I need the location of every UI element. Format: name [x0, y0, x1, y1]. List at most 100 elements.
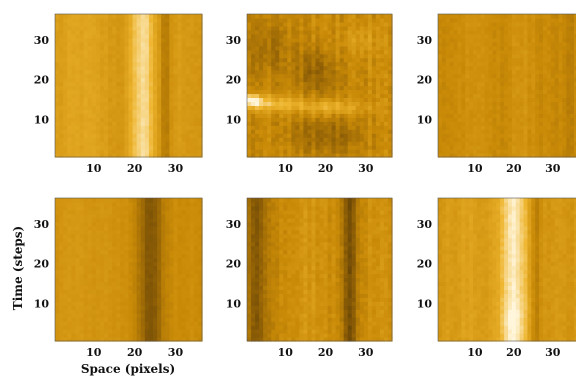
heatmap-cell	[173, 241, 179, 247]
heatmap-cell	[496, 113, 501, 118]
heatmap-cell	[189, 325, 195, 330]
heatmap-cell	[197, 77, 203, 83]
heatmap-cell	[311, 21, 317, 27]
heatmap-cell	[311, 145, 317, 150]
heatmap-cell	[189, 237, 195, 243]
heatmap-cell	[75, 93, 81, 99]
heatmap-cell	[307, 109, 313, 114]
heatmap-cell	[531, 61, 536, 67]
heatmap-cell	[185, 233, 191, 239]
heatmap-cell	[461, 149, 466, 154]
heatmap-cell	[140, 77, 146, 83]
heatmap-cell	[263, 101, 268, 106]
heatmap-cell	[177, 141, 183, 146]
heatmap-cell	[438, 25, 443, 31]
heatmap-cell	[515, 149, 521, 154]
heatmap-cell	[67, 281, 72, 286]
heatmap-cell	[104, 25, 109, 31]
heatmap-cell	[157, 45, 162, 51]
heatmap-cell	[157, 121, 162, 126]
heatmap-cell	[59, 69, 64, 75]
heatmap-cell	[570, 49, 575, 55]
heatmap-cell	[157, 29, 162, 35]
heatmap-cell	[99, 61, 105, 67]
heatmap-cell	[144, 281, 150, 286]
heatmap-cell	[63, 309, 68, 314]
heatmap-cell	[504, 25, 509, 31]
heatmap-cell	[319, 14, 325, 19]
heatmap-cell	[132, 329, 138, 334]
heatmap-cell	[95, 273, 101, 279]
heatmap-cell	[371, 69, 377, 75]
heatmap-cell	[136, 125, 142, 130]
heatmap-cell	[251, 81, 256, 87]
heatmap-cell	[351, 53, 357, 59]
heatmap-cell	[527, 49, 532, 55]
heatmap-cell	[173, 45, 179, 51]
heatmap-cell	[449, 17, 455, 23]
heatmap-cell	[255, 93, 260, 99]
heatmap-cell	[283, 21, 288, 27]
heatmap-cell	[347, 117, 353, 122]
heatmap-cell	[193, 25, 199, 31]
heatmap-cell	[67, 301, 72, 306]
heatmap-cell	[484, 145, 490, 150]
heatmap-cell	[375, 117, 381, 122]
heatmap-cell	[153, 273, 158, 279]
heatmap-cell	[148, 105, 154, 110]
heatmap-cell	[148, 245, 154, 251]
heatmap-cell	[271, 21, 276, 27]
heatmap-cell	[75, 253, 81, 259]
heatmap-cell	[63, 89, 68, 95]
heatmap-cell	[379, 101, 385, 106]
heatmap-cell	[363, 85, 369, 91]
heatmap-cell	[291, 57, 296, 63]
heatmap-cell	[283, 113, 288, 118]
heatmap-cell	[153, 225, 158, 231]
heatmap-cell	[453, 145, 459, 150]
heatmap-cell	[307, 45, 313, 51]
heatmap-cell	[504, 69, 509, 75]
heatmap-cell	[116, 301, 121, 306]
heatmap-cell	[108, 125, 113, 130]
heatmap-cell	[55, 277, 60, 283]
heatmap-cell	[71, 117, 77, 122]
heatmap-cell	[480, 141, 486, 146]
heatmap-cell	[307, 85, 313, 91]
heatmap-cell	[91, 125, 97, 130]
heatmap-cell	[124, 105, 130, 110]
heatmap-cell	[67, 317, 72, 322]
heatmap-cell	[91, 14, 97, 19]
heatmap-cell	[335, 93, 341, 99]
heatmap-cell	[295, 97, 300, 102]
heatmap-cell	[351, 105, 357, 110]
heatmap-cell	[87, 137, 93, 142]
heatmap-cell	[112, 329, 117, 334]
heatmap-cell	[295, 121, 300, 126]
heatmap-cell	[492, 129, 497, 134]
heatmap-cell	[148, 325, 154, 330]
heatmap-cell	[500, 129, 505, 134]
heatmap-cell	[283, 129, 288, 134]
heatmap-cell	[169, 145, 175, 150]
heatmap-cell	[181, 113, 187, 118]
heatmap-cell	[367, 105, 373, 110]
heatmap-cell	[339, 97, 345, 102]
heatmap-cell	[87, 297, 93, 302]
heatmap-cell	[339, 137, 345, 142]
heatmap-cell	[271, 65, 276, 71]
heatmap-cell	[359, 117, 365, 122]
heatmap-cell	[259, 133, 264, 138]
heatmap-cell	[177, 45, 183, 51]
heatmap-cell	[359, 153, 365, 158]
heatmap-cell	[185, 37, 191, 43]
heatmap-cell	[140, 17, 146, 23]
heatmap-cell	[79, 229, 85, 235]
heatmap-cell	[375, 49, 381, 55]
heatmap-cell	[120, 153, 126, 158]
heatmap-cell	[99, 237, 105, 243]
heatmap-cell	[492, 53, 497, 59]
heatmap-cell	[112, 265, 117, 271]
heatmap-cell	[519, 117, 525, 122]
heatmap-cell	[157, 109, 162, 114]
